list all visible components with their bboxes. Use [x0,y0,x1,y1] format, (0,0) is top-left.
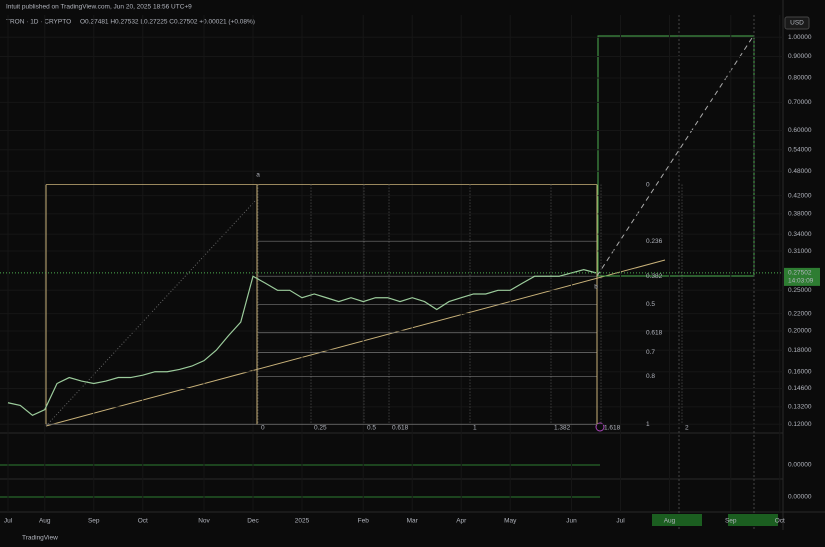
time-fib-label: 1 [473,425,477,432]
y-tick-label: 0.90000 [788,53,812,60]
time-fib-label: 0.5 [367,425,376,432]
time-fib-label: 0 [261,425,265,432]
last-price-box [784,267,820,286]
x-tick-label: 2025 [295,518,310,525]
y-tick-label: 0.14600 [788,385,812,392]
time-fib-label: 1.382 [554,425,571,432]
y-tick-label: 0.20000 [788,328,812,335]
y-tick-label: 0.31000 [788,248,812,255]
time-fib-label: 1.618 [604,425,621,432]
fib-label: 1 [646,421,650,428]
y-tick-label: 0.16000 [788,368,812,375]
point-label: a [256,171,260,178]
x-tick-label: Dec [247,518,259,525]
y-tick-label: 0.22000 [788,310,812,317]
x-tick-label: May [504,518,517,525]
y-tick-label: 0.48000 [788,168,812,175]
indicator-tick: 0.00000 [788,494,812,501]
y-tick-label: 1.00000 [788,34,812,41]
fib-label: 0.618 [646,329,663,336]
marker [595,422,605,432]
currency[interactable]: USD [790,20,804,27]
time-range [652,514,702,526]
y-tick-label: 0.60000 [788,127,812,134]
x-tick-label: Oct [138,518,148,525]
x-tick-label: Aug [39,518,51,525]
x-tick-label: Jul [616,518,625,525]
x-tick-label: Aug [664,518,676,525]
y-tick-label: 0.13200 [788,404,812,411]
time-fib-label: 2 [685,425,689,432]
y-tick-label: 0.42000 [788,192,812,199]
fib-label: 0.236 [646,238,663,245]
publisher: Intuit published on TradingView.com, Jun… [6,4,192,11]
countdown: 14:03:09 [788,278,814,285]
fib-label: 0.382 [646,273,663,280]
fib-label: 0.5 [646,301,655,308]
y-tick-label: 0.12000 [788,421,812,428]
y-tick-label: 0.18000 [788,347,812,354]
ohlc: O0.27481 H0.27532 L0.27225 C0.27502 +0.0… [80,19,255,26]
fib-label: 0.7 [646,349,655,356]
fib-label: 0.8 [646,373,655,380]
x-tick-label: Nov [198,518,210,525]
x-tick-label: Jul [4,518,13,525]
x-tick-label: Feb [358,518,370,525]
last-price-label: 0.27502 [788,270,812,277]
y-tick-label: 0.70000 [788,99,812,106]
x-tick-label: Mar [407,518,419,525]
x-tick-label: Apr [456,518,467,525]
x-tick-label: Sep [88,518,100,525]
x-tick-label: Oct [775,518,785,525]
time-range [728,514,778,526]
point-label: b [594,284,598,291]
x-tick-label: Sep [725,518,737,525]
brand: TradingView [22,535,58,542]
y-tick-label: 0.38000 [788,211,812,218]
price-line [7,268,597,417]
fib-label: 0 [646,181,650,188]
x-tick-label: Jun [566,518,577,525]
y-tick-label: 0.80000 [788,75,812,82]
currency-box[interactable] [784,16,810,30]
time-fib-label: 0.618 [392,425,409,432]
y-tick-label: 0.34000 [788,231,812,238]
trendline [45,259,666,427]
time-fib-label: 0.25 [314,425,327,432]
symbol: TRON · 1D · CRYPTO [6,19,71,26]
y-tick-label: 0.25000 [788,287,812,294]
indicator-tick: 0.00000 [788,462,812,469]
y-tick-label: 0.54000 [788,146,812,153]
